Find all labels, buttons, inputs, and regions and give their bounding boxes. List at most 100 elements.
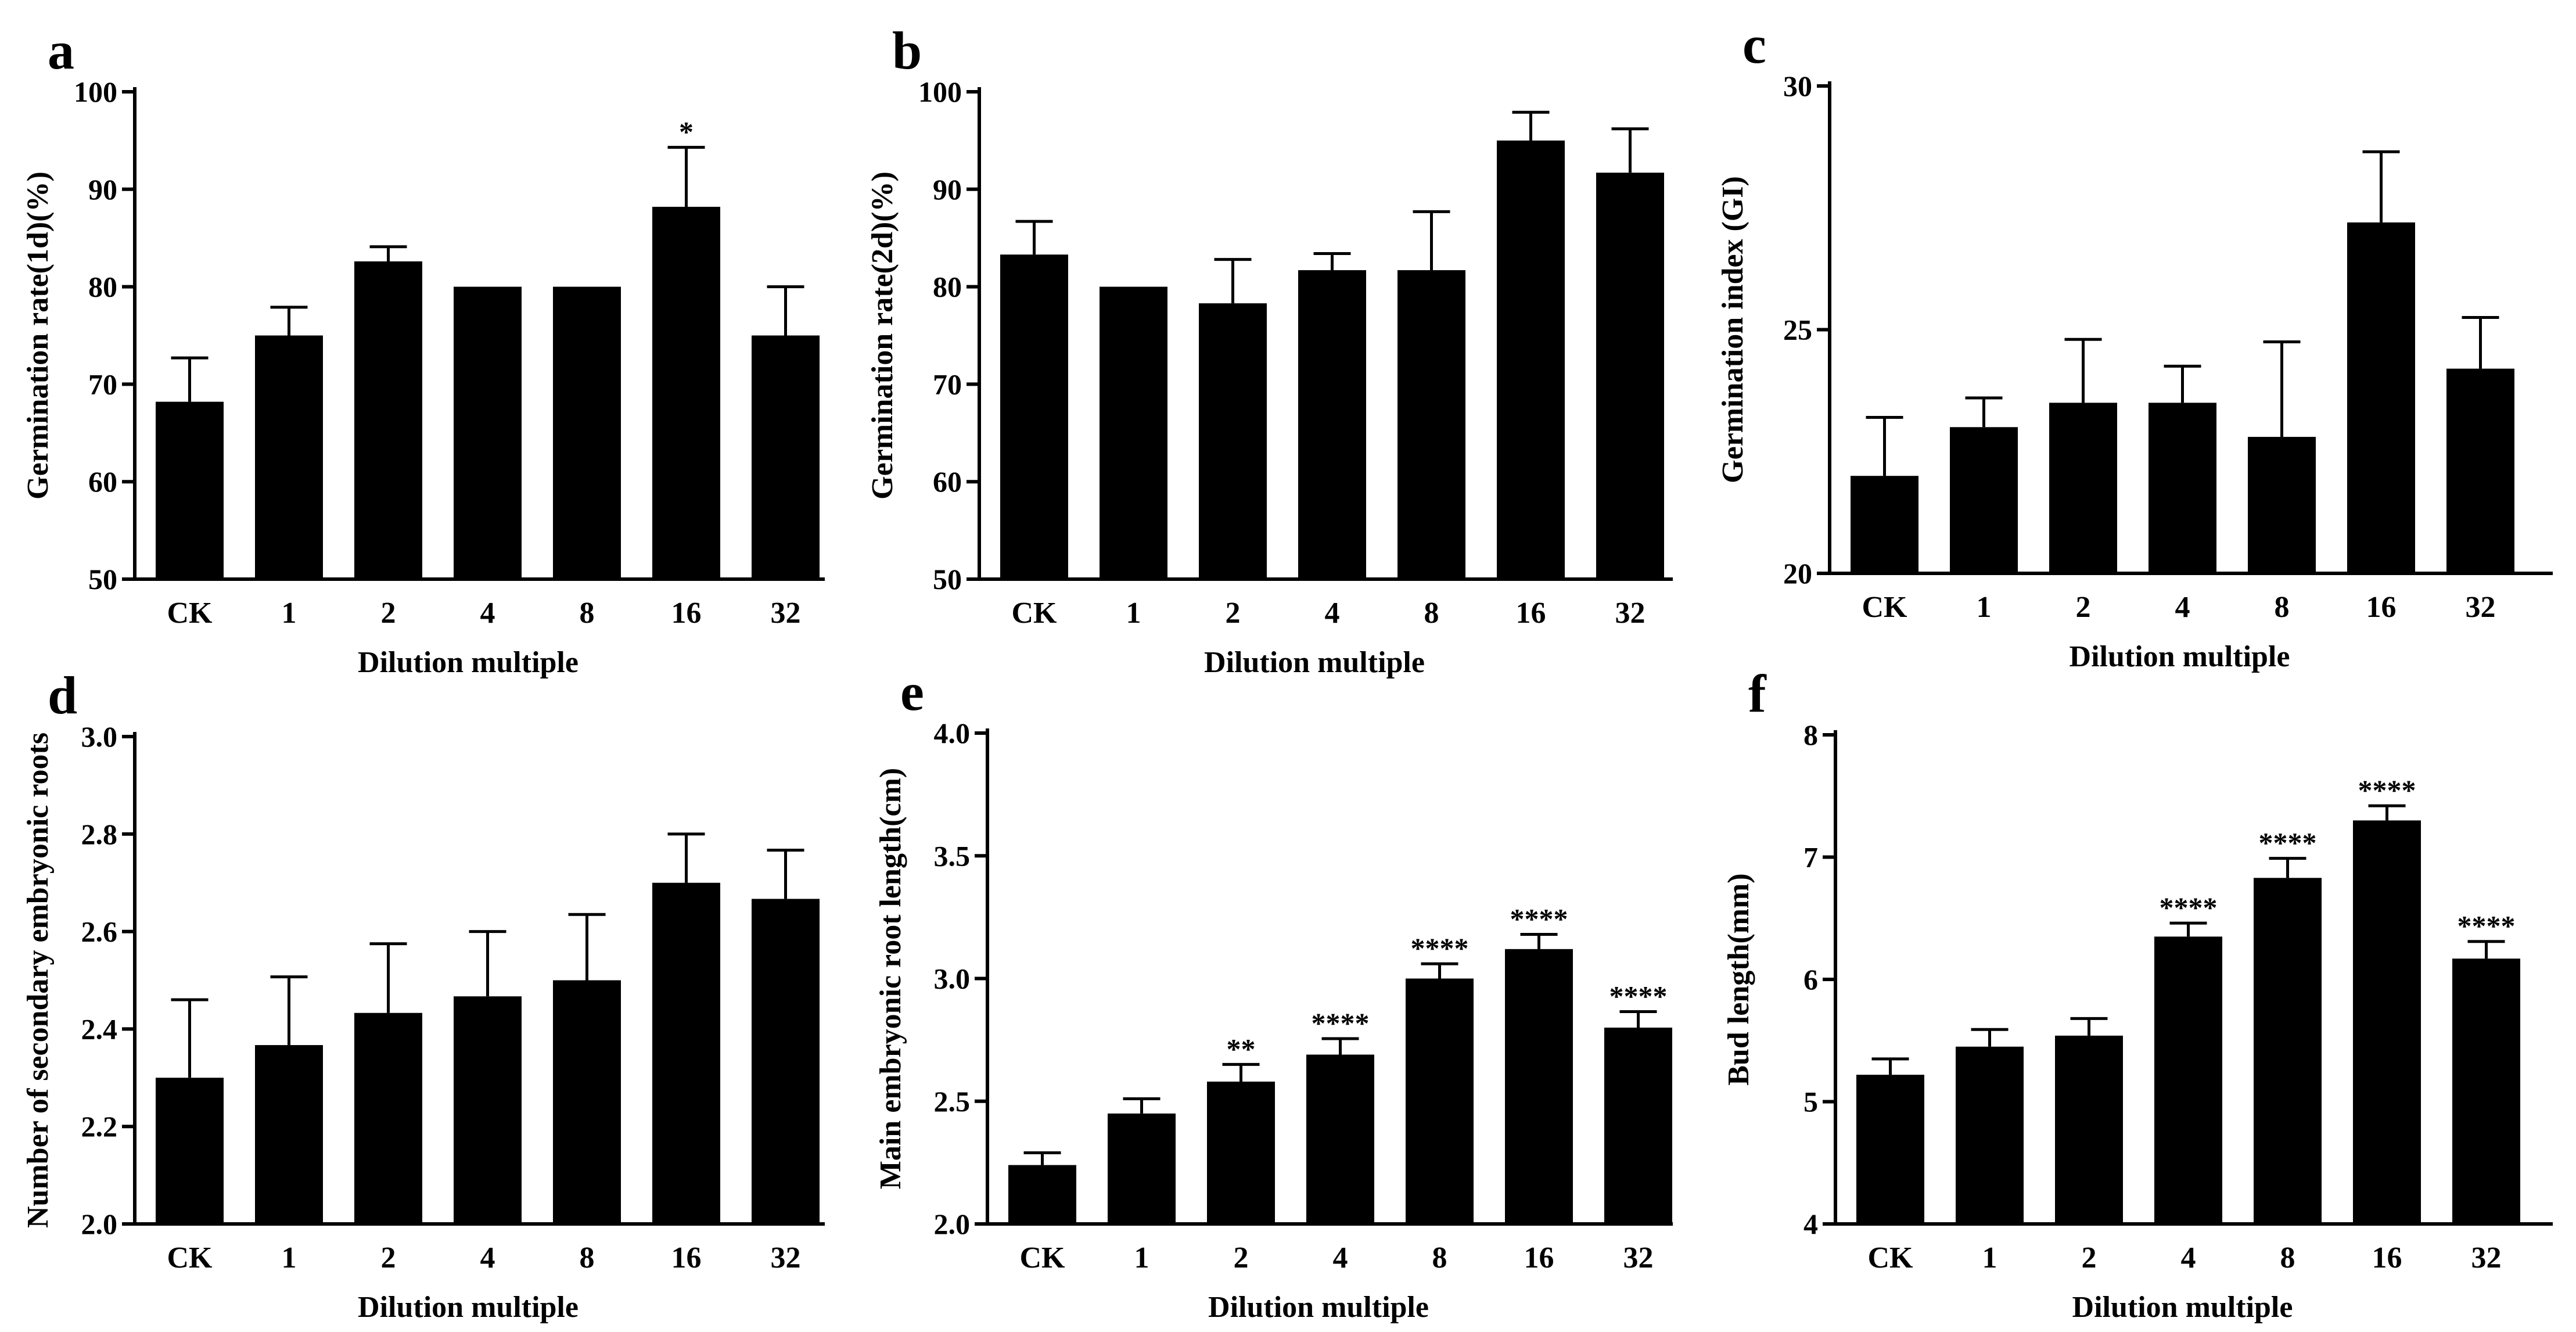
bar bbox=[354, 261, 422, 579]
x-tick-label: 1 bbox=[282, 597, 297, 630]
panel-letter-a: a bbox=[48, 21, 74, 80]
bar bbox=[652, 882, 720, 1224]
x-tick-label: 2 bbox=[1234, 1241, 1249, 1274]
x-tick-label: 4 bbox=[480, 1241, 495, 1274]
x-tick-label: 1 bbox=[282, 1241, 297, 1274]
x-tick-label: 16 bbox=[2366, 591, 2397, 624]
panel-letter-c: c bbox=[1743, 15, 1766, 74]
x-tick-label: 8 bbox=[580, 1241, 595, 1274]
bar bbox=[1199, 303, 1267, 579]
y-tick-label: 2.8 bbox=[81, 818, 118, 850]
significance-label: **** bbox=[1609, 980, 1668, 1013]
x-tick-label: 1 bbox=[1126, 597, 1141, 630]
bar bbox=[1596, 173, 1664, 579]
x-tick-label: 1 bbox=[1982, 1241, 1997, 1274]
bar bbox=[255, 335, 323, 579]
bar bbox=[553, 980, 621, 1224]
x-tick-label: CK bbox=[1862, 591, 1908, 624]
x-tick-label: 8 bbox=[1432, 1241, 1447, 1274]
x-tick-label: 4 bbox=[2175, 591, 2190, 624]
y-tick-label: 2.4 bbox=[81, 1013, 118, 1045]
y-tick-label: 30 bbox=[1783, 70, 1812, 102]
y-axis-title: Germination index (GI) bbox=[1716, 176, 1749, 483]
y-tick-label: 2.5 bbox=[934, 1085, 971, 1118]
x-tick-label: 4 bbox=[1325, 597, 1340, 630]
significance-label: * bbox=[679, 116, 694, 148]
x-tick-label: 2 bbox=[381, 1241, 396, 1274]
panel-letter-f: f bbox=[1748, 664, 1767, 723]
x-tick-label: CK bbox=[167, 1241, 213, 1274]
significance-label: **** bbox=[2259, 827, 2317, 859]
x-tick-label: 16 bbox=[2372, 1241, 2402, 1274]
y-tick-label: 50 bbox=[88, 563, 117, 595]
bar bbox=[2347, 222, 2415, 573]
bar bbox=[1008, 1165, 1076, 1224]
x-tick-label: 4 bbox=[1333, 1241, 1348, 1274]
bar bbox=[1950, 427, 2018, 573]
bar bbox=[1497, 140, 1565, 579]
bar bbox=[1298, 270, 1366, 580]
significance-label: **** bbox=[2458, 910, 2516, 942]
bar bbox=[1505, 949, 1573, 1224]
y-tick-label: 70 bbox=[88, 368, 117, 400]
x-axis-title: Dilution multiple bbox=[1204, 646, 1425, 679]
bar bbox=[553, 286, 621, 579]
x-axis-title: Dilution multiple bbox=[358, 1291, 579, 1324]
y-tick-label: 25 bbox=[1783, 314, 1812, 346]
y-tick-label: 70 bbox=[933, 368, 962, 400]
x-tick-label: CK bbox=[1020, 1241, 1066, 1274]
bar bbox=[454, 286, 522, 579]
bar bbox=[255, 1045, 323, 1224]
x-tick-label: 16 bbox=[1516, 597, 1546, 630]
y-tick-label: 4 bbox=[1803, 1208, 1818, 1240]
bar bbox=[1397, 270, 1465, 580]
y-tick-label: 80 bbox=[933, 271, 962, 303]
y-tick-label: 60 bbox=[88, 465, 117, 498]
x-tick-label: 2 bbox=[1226, 597, 1241, 630]
y-tick-label: 20 bbox=[1783, 557, 1812, 590]
y-tick-label: 2.0 bbox=[934, 1208, 971, 1240]
x-axis-title: Dilution multiple bbox=[358, 646, 579, 679]
bar bbox=[156, 401, 224, 579]
bar bbox=[1207, 1081, 1275, 1224]
bar bbox=[752, 899, 820, 1224]
x-tick-label: 2 bbox=[2076, 591, 2091, 624]
y-axis-title: Number of secondary embryonic roots bbox=[21, 733, 55, 1228]
y-tick-label: 8 bbox=[1803, 719, 1818, 751]
panel-letter-b: b bbox=[892, 21, 922, 80]
y-tick-label: 2.6 bbox=[81, 915, 118, 948]
bar bbox=[1406, 978, 1474, 1224]
x-tick-label: 2 bbox=[381, 597, 396, 630]
y-tick-label: 90 bbox=[88, 173, 117, 206]
y-tick-label: 60 bbox=[933, 465, 962, 498]
bar bbox=[1851, 476, 1918, 573]
y-axis-title: Main embryonic root length(cm) bbox=[874, 768, 907, 1189]
bar bbox=[1000, 254, 1068, 579]
x-tick-label: 4 bbox=[2181, 1241, 2196, 1274]
x-tick-label: 16 bbox=[1524, 1241, 1554, 1274]
bar bbox=[1306, 1054, 1374, 1224]
x-tick-label: 32 bbox=[771, 597, 801, 630]
y-tick-label: 100 bbox=[74, 76, 117, 108]
bar bbox=[2154, 936, 2222, 1224]
y-tick-label: 3.0 bbox=[934, 963, 971, 995]
y-tick-label: 4.0 bbox=[934, 717, 971, 749]
bar bbox=[354, 1013, 422, 1224]
y-axis-title: Germination rate(1d)(%) bbox=[21, 171, 55, 500]
y-tick-label: 6 bbox=[1803, 963, 1818, 996]
x-tick-label: 1 bbox=[1977, 591, 1992, 624]
x-tick-label: CK bbox=[1012, 597, 1058, 630]
bar bbox=[2254, 878, 2322, 1224]
y-tick-label: 3.5 bbox=[934, 839, 971, 872]
bar bbox=[1856, 1075, 1924, 1224]
x-tick-label: CK bbox=[167, 597, 213, 630]
bar bbox=[1604, 1028, 1672, 1224]
y-tick-label: 50 bbox=[933, 563, 962, 595]
x-tick-label: 32 bbox=[1623, 1241, 1654, 1274]
chart-panel-d: d 2.0 2.2 2.4 2.6 2.8 3.0 CK 1 2 4 8 16 32 Dilution mu… bbox=[21, 666, 825, 1324]
panel-letter-e: e bbox=[900, 662, 924, 721]
y-tick-label: 90 bbox=[933, 173, 962, 206]
bar bbox=[1108, 1113, 1176, 1224]
bar bbox=[752, 335, 820, 579]
x-tick-label: 8 bbox=[2275, 591, 2290, 624]
